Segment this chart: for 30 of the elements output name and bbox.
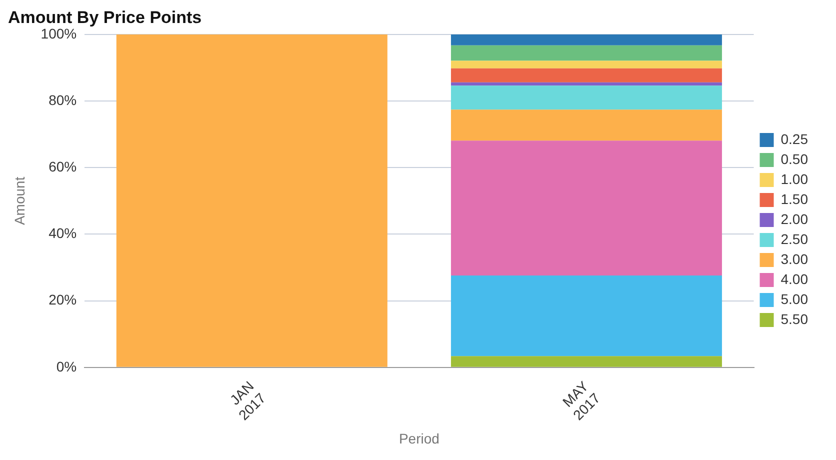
bar <box>450 60 722 68</box>
bar <box>450 356 722 367</box>
legend-label: 1.00 <box>780 170 808 187</box>
y-tick-label: 100% <box>40 25 77 42</box>
bar <box>450 45 722 61</box>
bar <box>450 140 722 276</box>
legend-label: 1.50 <box>780 190 808 207</box>
legend-label: 0.25 <box>780 130 808 147</box>
legend-label: 3.00 <box>780 250 808 267</box>
legend-label: 5.00 <box>780 290 808 307</box>
y-tick-label: 80% <box>48 92 77 108</box>
legend-label: 0.50 <box>780 150 808 167</box>
y-tick-label: 60% <box>48 158 77 174</box>
legend-label: 2.50 <box>780 230 808 247</box>
y-tick-label: 20% <box>48 292 77 308</box>
bar <box>450 82 722 86</box>
chart-title: Amount By Price Points <box>8 8 202 27</box>
legend-label: 5.50 <box>780 310 808 327</box>
bar <box>450 110 722 141</box>
y-axis-title: Amount <box>11 176 28 226</box>
bar <box>450 68 722 82</box>
bar <box>116 34 388 367</box>
legend-label: 4.00 <box>780 270 808 287</box>
y-tick-label: 0% <box>56 358 77 374</box>
bar <box>450 34 722 46</box>
bar <box>450 276 722 356</box>
y-tick-label: 40% <box>48 225 77 242</box>
x-axis-title: Period <box>398 430 440 446</box>
legend-label: 2.00 <box>780 210 808 227</box>
bar <box>450 86 722 110</box>
